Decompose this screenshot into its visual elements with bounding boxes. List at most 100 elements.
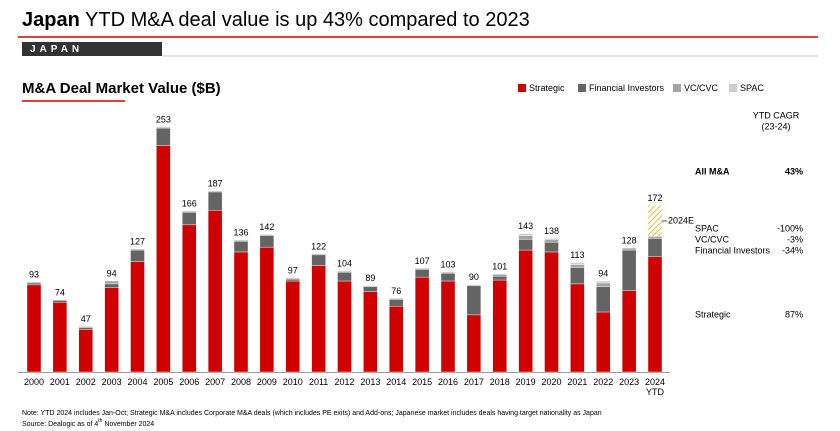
total-label: 166 bbox=[182, 199, 197, 209]
bar-segment bbox=[207, 210, 223, 373]
total-label: 143 bbox=[518, 221, 533, 231]
bar-segment bbox=[414, 276, 430, 373]
title-rest: YTD M&A deal value is up 43% compared to… bbox=[85, 9, 530, 31]
x-tick-label: 2009 bbox=[256, 377, 277, 387]
cagr-value: -3% bbox=[787, 234, 803, 244]
bar-segment bbox=[78, 326, 93, 328]
bar-segment bbox=[78, 327, 93, 330]
bar-segment bbox=[52, 302, 68, 373]
total-label: 103 bbox=[440, 260, 455, 270]
x-tick-label: 2007 bbox=[205, 377, 226, 387]
bar-segment bbox=[570, 262, 585, 265]
total-label: 90 bbox=[469, 272, 479, 282]
bar-segment bbox=[596, 311, 611, 373]
bar-segment bbox=[363, 285, 378, 288]
total-label: 74 bbox=[55, 288, 65, 298]
bar-segment bbox=[544, 239, 559, 243]
x-tick-label: 2002 bbox=[75, 377, 96, 387]
total-label: 142 bbox=[259, 222, 274, 232]
x-tick-label: 2008 bbox=[230, 377, 252, 387]
source-text-end: November 2024 bbox=[102, 421, 154, 428]
total-label: 47 bbox=[81, 314, 91, 324]
legend-label: SPAC bbox=[740, 83, 764, 93]
bar-segment bbox=[130, 261, 145, 373]
cagr-label: SPAC bbox=[695, 223, 719, 233]
x-tick-label: 2016 bbox=[437, 377, 459, 387]
total-label: 101 bbox=[492, 262, 507, 272]
bar-segment bbox=[233, 251, 249, 373]
bar-segment bbox=[363, 291, 378, 373]
bar-segment bbox=[259, 234, 275, 236]
x-tick-label: 2017 bbox=[463, 377, 484, 387]
bar-segment bbox=[259, 235, 275, 248]
legend-swatch bbox=[578, 84, 586, 92]
bar-segment bbox=[337, 272, 352, 282]
estimate-segment bbox=[648, 205, 662, 237]
cagr-value: 87% bbox=[785, 309, 803, 319]
bar-segment bbox=[518, 239, 533, 251]
bar-segment bbox=[285, 280, 300, 373]
bar-segment bbox=[492, 279, 507, 373]
bar-segment bbox=[130, 249, 145, 262]
legend-label: VC/CVC bbox=[684, 83, 719, 93]
bar-segment bbox=[570, 267, 585, 285]
chart-title: M&A Deal Market Value ($B) bbox=[22, 80, 221, 97]
bar-segment bbox=[337, 280, 352, 373]
bar-segment bbox=[570, 264, 585, 268]
total-label: 127 bbox=[130, 236, 145, 246]
total-label: 107 bbox=[415, 256, 430, 266]
bar-segment bbox=[233, 240, 249, 242]
bar-segment bbox=[492, 275, 507, 281]
bar-segment bbox=[52, 300, 68, 303]
x-tick-label: 2018 bbox=[489, 377, 510, 387]
cagr-label: VC/CVC bbox=[695, 234, 730, 244]
bar-segment bbox=[647, 236, 663, 239]
x-tick-label: 2020 bbox=[541, 377, 562, 387]
bar-segment bbox=[570, 283, 585, 373]
total-label: 172 bbox=[647, 193, 662, 203]
cagr-value: -100% bbox=[777, 223, 803, 233]
estimate-label: 2024E bbox=[668, 215, 694, 225]
legend-swatch bbox=[673, 84, 681, 92]
x-tick-label: 2005 bbox=[153, 377, 174, 387]
bar-segment bbox=[26, 281, 42, 284]
bar-segment bbox=[104, 280, 119, 285]
x-tick-label: 2013 bbox=[360, 377, 381, 387]
bar-segment bbox=[26, 284, 42, 373]
x-tick-label: 2012 bbox=[334, 377, 355, 387]
bar-segment bbox=[389, 298, 404, 300]
x-tick-label: 2010 bbox=[282, 377, 303, 387]
total-label: 128 bbox=[622, 235, 637, 245]
total-label: 97 bbox=[288, 265, 298, 275]
bar-segment bbox=[285, 277, 300, 280]
bar-segment bbox=[518, 235, 533, 240]
bar-segment bbox=[596, 286, 611, 313]
bar-segment bbox=[156, 127, 171, 146]
bar-segment bbox=[621, 247, 637, 251]
bar-segment bbox=[130, 248, 145, 251]
bar-segment bbox=[544, 251, 559, 373]
total-label: 94 bbox=[107, 268, 117, 278]
total-label: 89 bbox=[365, 273, 375, 283]
bar-segment bbox=[492, 274, 507, 277]
total-label: 93 bbox=[29, 269, 39, 279]
bar-segment bbox=[156, 145, 171, 373]
total-label: 187 bbox=[208, 178, 223, 188]
bar-segment bbox=[311, 253, 326, 256]
x-tick-label: 2001 bbox=[49, 377, 70, 387]
x-tick-label: 2011 bbox=[308, 377, 329, 387]
bar-segment bbox=[440, 280, 456, 373]
bar-segment bbox=[466, 285, 482, 316]
footnote: Note: YTD 2024 includes Jan-Oct; Strateg… bbox=[22, 410, 602, 417]
bar-segment bbox=[363, 286, 378, 292]
title-bold: Japan bbox=[22, 9, 80, 31]
total-label: 94 bbox=[598, 268, 608, 278]
bar-segment bbox=[78, 329, 93, 373]
source: Source: Dealogic as of 4th November 2024 bbox=[22, 418, 154, 428]
x-tick-label: 2022 bbox=[593, 377, 614, 387]
x-tick-label: 2004 bbox=[127, 377, 148, 387]
section-bar bbox=[22, 42, 162, 56]
bar-segment bbox=[156, 126, 171, 129]
